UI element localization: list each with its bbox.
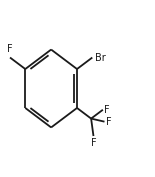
Text: F: F bbox=[104, 105, 110, 115]
Text: F: F bbox=[91, 138, 96, 148]
Text: F: F bbox=[106, 117, 112, 127]
Text: Br: Br bbox=[95, 53, 106, 62]
Text: F: F bbox=[7, 44, 13, 54]
